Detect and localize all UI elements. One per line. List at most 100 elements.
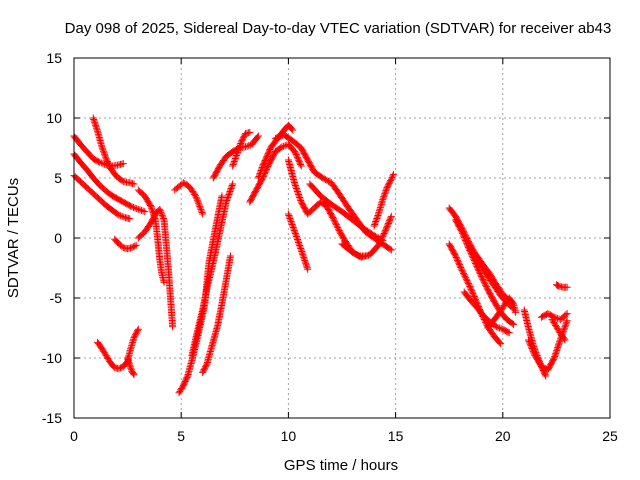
series-track-h bbox=[134, 186, 168, 286]
data-point bbox=[296, 242, 304, 249]
data-point bbox=[459, 231, 467, 239]
data-point bbox=[226, 188, 234, 195]
data-point bbox=[382, 185, 390, 193]
data-point bbox=[130, 371, 138, 379]
data-point bbox=[273, 134, 281, 142]
data-point bbox=[482, 283, 490, 291]
data-point bbox=[482, 281, 490, 289]
data-point bbox=[98, 144, 106, 152]
data-point bbox=[99, 146, 107, 154]
data-point bbox=[293, 234, 301, 242]
data-point bbox=[156, 207, 164, 215]
data-point bbox=[386, 215, 394, 223]
data-point bbox=[461, 235, 469, 243]
data-point bbox=[380, 191, 388, 199]
data-point bbox=[227, 186, 235, 194]
data-point bbox=[235, 146, 243, 153]
series-track-af bbox=[537, 310, 571, 324]
data-point bbox=[295, 191, 303, 198]
data-point bbox=[290, 225, 298, 233]
data-point bbox=[322, 176, 330, 184]
data-point bbox=[383, 224, 391, 232]
data-point bbox=[286, 215, 294, 222]
data-point bbox=[224, 192, 232, 200]
data-point bbox=[473, 262, 481, 270]
data-point bbox=[156, 205, 164, 213]
data-point bbox=[193, 196, 201, 204]
data-point bbox=[384, 219, 392, 227]
data-point bbox=[462, 275, 470, 283]
data-point bbox=[462, 238, 470, 246]
data-point bbox=[385, 218, 393, 226]
data-point bbox=[382, 225, 390, 233]
series-track-ag bbox=[548, 316, 569, 344]
data-point bbox=[553, 324, 561, 332]
data-point bbox=[232, 153, 240, 161]
data-point bbox=[291, 230, 299, 237]
data-point bbox=[387, 175, 395, 183]
data-point bbox=[197, 205, 205, 213]
data-point bbox=[119, 160, 127, 168]
data-point bbox=[99, 160, 107, 168]
data-point bbox=[376, 238, 384, 246]
data-point bbox=[552, 321, 560, 329]
chart-title: Day 098 of 2025, Sidereal Day-to-day VTE… bbox=[65, 20, 612, 37]
data-point bbox=[230, 158, 238, 165]
data-point bbox=[477, 271, 485, 279]
series-track-e bbox=[94, 325, 142, 373]
grid bbox=[74, 58, 610, 418]
data-point bbox=[196, 202, 204, 210]
series-track-s bbox=[284, 156, 370, 260]
data-point bbox=[227, 252, 235, 260]
data-point bbox=[179, 179, 187, 187]
data-point bbox=[128, 244, 136, 252]
data-point bbox=[552, 323, 560, 331]
data-point bbox=[98, 143, 106, 151]
data-point bbox=[526, 339, 534, 347]
data-point bbox=[158, 210, 166, 218]
y-axis-label: SDTVAR / TECUs bbox=[5, 178, 22, 298]
data-point bbox=[529, 347, 537, 355]
data-point bbox=[198, 208, 206, 216]
series-track-ae bbox=[525, 317, 571, 374]
data-point bbox=[319, 174, 327, 182]
data-point bbox=[374, 212, 382, 219]
data-point bbox=[508, 319, 516, 327]
data-point bbox=[188, 186, 196, 194]
data-point bbox=[296, 159, 304, 167]
data-point bbox=[466, 282, 474, 290]
data-point bbox=[199, 210, 207, 218]
data-point bbox=[295, 156, 303, 164]
data-point bbox=[551, 320, 559, 328]
data-point bbox=[561, 323, 569, 331]
data-point bbox=[498, 306, 506, 314]
data-point bbox=[177, 386, 185, 394]
data-point bbox=[460, 271, 468, 279]
data-point bbox=[295, 158, 303, 166]
data-point bbox=[101, 350, 109, 358]
data-point bbox=[228, 182, 236, 189]
data-point bbox=[454, 258, 462, 266]
data-point bbox=[183, 373, 191, 381]
data-point bbox=[117, 212, 125, 220]
data-point bbox=[115, 211, 123, 219]
data-point bbox=[563, 317, 571, 325]
data-point bbox=[464, 280, 472, 288]
data-point bbox=[120, 213, 128, 221]
data-point bbox=[349, 248, 357, 256]
data-point bbox=[381, 188, 389, 196]
data-point bbox=[118, 177, 126, 185]
data-point bbox=[288, 221, 296, 228]
data-point bbox=[260, 171, 268, 179]
data-point bbox=[324, 177, 332, 185]
series-track-g bbox=[124, 354, 138, 379]
data-point bbox=[291, 148, 299, 156]
data-point bbox=[169, 323, 177, 331]
data-point bbox=[371, 219, 379, 227]
data-point bbox=[103, 353, 111, 361]
series-track-m bbox=[199, 252, 235, 376]
data-point bbox=[457, 265, 465, 273]
data-point bbox=[236, 141, 244, 149]
data-point bbox=[333, 222, 341, 230]
data-point bbox=[381, 190, 389, 198]
